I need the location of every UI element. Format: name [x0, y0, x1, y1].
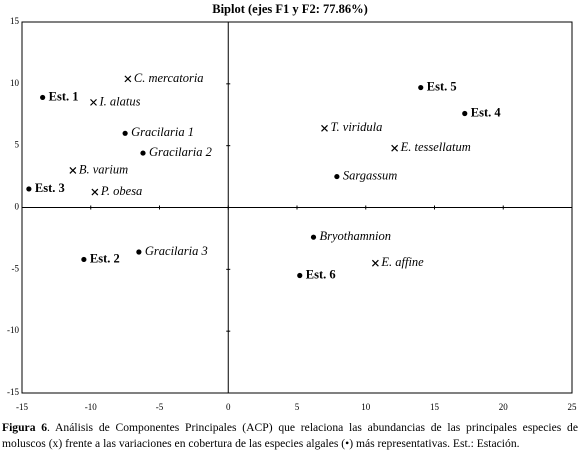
- station-point: [40, 94, 46, 101]
- x-tick-label: 5: [295, 402, 300, 412]
- y-tick-label: -10: [7, 325, 19, 335]
- y-tick-label: 15: [10, 16, 20, 26]
- x-tick-label: 25: [568, 402, 578, 412]
- point-label: Est. 6: [306, 267, 336, 281]
- station-point: [297, 272, 303, 279]
- point-label: Gracilaria 1: [131, 125, 194, 139]
- mollusc-point: [391, 144, 399, 152]
- y-tick-label: -15: [7, 387, 19, 397]
- x-tick-label: 20: [499, 402, 509, 412]
- point-label: Bryothamnion: [320, 229, 392, 243]
- chart-title: Biplot (ejes F1 y F2: 77.86%): [212, 2, 368, 16]
- point-label: Est. 1: [49, 89, 79, 103]
- y-tick-label: 10: [10, 78, 20, 88]
- point-label: T. viridula: [331, 120, 383, 134]
- station-point: [26, 186, 32, 192]
- point-label: Est. 4: [471, 105, 502, 119]
- point-label: Sargassum: [343, 168, 397, 182]
- x-tick-label: 10: [361, 402, 371, 412]
- caption: Figura 6. Análisis de Componentes Princi…: [2, 420, 578, 452]
- point-label: Est. 5: [427, 79, 457, 93]
- point-label: Est. 3: [35, 181, 65, 195]
- station-point: [122, 130, 128, 136]
- chart: Biplot (ejes F1 y F2: 77.86%) -15 -10 -5 0 5…: [7, 2, 578, 412]
- point-label: E. tessellatum: [400, 140, 471, 154]
- point-label: C. mercatoria: [134, 71, 204, 85]
- station-point: [334, 173, 340, 180]
- caption-text: . Análisis de Componentes Principales (A…: [2, 421, 578, 450]
- mollusc-point: [69, 166, 77, 174]
- point-label: I. alatus: [99, 94, 141, 108]
- point-label: B. varium: [79, 162, 128, 176]
- y-tick-label: 0: [15, 202, 20, 212]
- x-tick-label: 15: [430, 402, 440, 412]
- point-label: P. obesa: [100, 184, 142, 198]
- station-point: [418, 84, 424, 91]
- station-point: [310, 234, 317, 240]
- station-point: [140, 150, 146, 156]
- x-tick-label: -10: [85, 402, 97, 412]
- station-point: [136, 249, 142, 255]
- station-point: [462, 110, 468, 117]
- y-tick-label: -5: [12, 263, 20, 273]
- mollusc-point: [91, 188, 99, 196]
- point-label: Gracilaria 2: [149, 145, 212, 159]
- mollusc-point: [321, 124, 328, 132]
- x-tick-label: -15: [16, 402, 28, 412]
- y-tick-label: 5: [15, 140, 20, 150]
- mollusc-point: [90, 98, 97, 106]
- caption-label: Figura 6: [2, 421, 48, 434]
- point-label: E. affine: [380, 255, 424, 269]
- point-label: Est. 2: [90, 251, 120, 265]
- mollusc-point: [124, 75, 132, 83]
- point-label: Gracilaria 3: [145, 244, 208, 258]
- station-point: [81, 256, 87, 263]
- mollusc-point: [371, 259, 379, 267]
- x-tick-label: -5: [156, 402, 164, 412]
- x-tick-label: 0: [226, 402, 231, 412]
